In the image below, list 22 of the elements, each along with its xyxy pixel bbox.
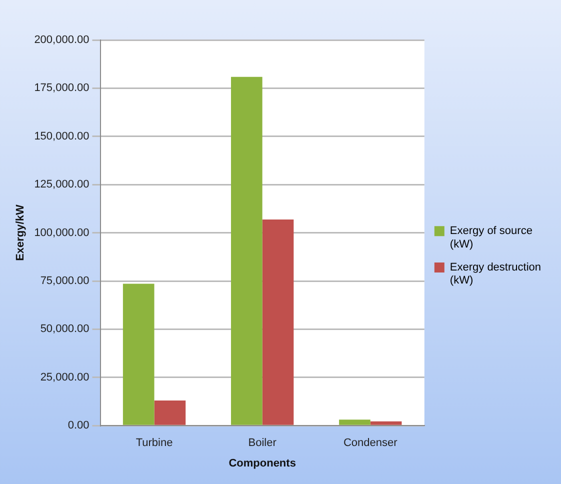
bar: [370, 421, 402, 425]
y-tick-label: 150,000.00: [34, 130, 90, 142]
y-axis-title: Exergy/kW: [14, 204, 27, 261]
y-tick-label: 125,000.00: [34, 178, 90, 191]
y-tick-label: 25,000.00: [40, 371, 90, 384]
x-tick-label: Condenser: [343, 437, 398, 450]
bar: [262, 219, 294, 425]
x-axis-title: Components: [228, 457, 296, 470]
legend-label: Exergy of source (kW): [450, 225, 532, 250]
bar: [122, 284, 154, 425]
bar: [154, 400, 186, 425]
y-tick-label: 75,000.00: [40, 275, 90, 288]
legend-label: Exergy destruction (kW): [450, 262, 542, 287]
y-tick-label: 175,000.00: [34, 82, 90, 94]
x-tick-label: Turbine: [136, 437, 173, 450]
y-tick-label: 50,000.00: [40, 323, 90, 336]
bar: [339, 420, 370, 425]
bar: [230, 76, 262, 425]
y-tick-label: 100,000.00: [34, 226, 90, 239]
y-tick-label: 0.00: [68, 420, 90, 432]
x-tick-label: Boiler: [248, 437, 277, 450]
y-tick-label: 200,000.00: [34, 34, 90, 46]
